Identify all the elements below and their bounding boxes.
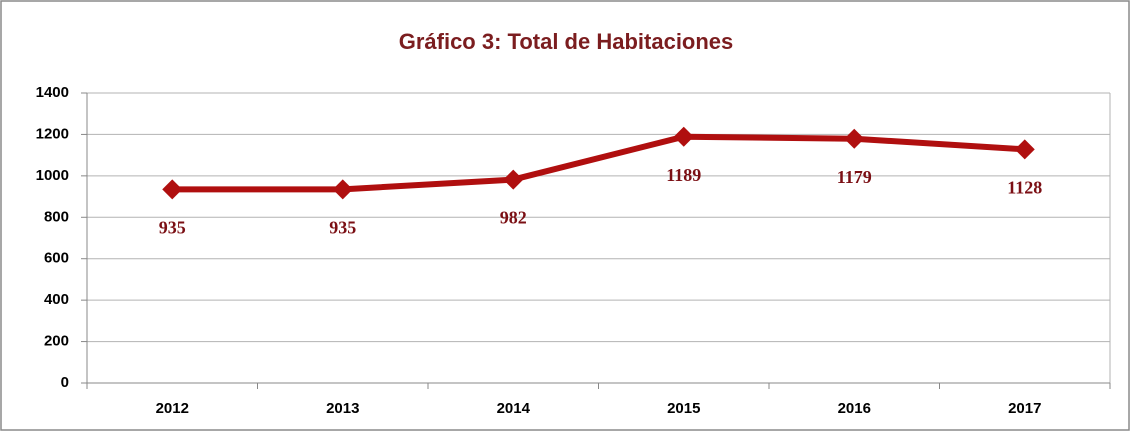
y-tick-label: 200 xyxy=(44,333,69,350)
y-tick-label: 800 xyxy=(44,208,69,225)
point-marker xyxy=(844,128,865,149)
point-marker xyxy=(162,179,183,200)
y-tick-label: 600 xyxy=(44,250,69,267)
point-marker xyxy=(503,169,524,190)
line-series xyxy=(172,133,1025,193)
y-tick-label: 1200 xyxy=(36,125,69,142)
data-label: 1189 xyxy=(666,165,701,185)
y-tick-label: 0 xyxy=(61,374,69,391)
x-tick-label: 2016 xyxy=(838,400,871,417)
x-tick-label: 2014 xyxy=(497,400,531,417)
x-tick-label: 2012 xyxy=(156,400,189,417)
point-marker xyxy=(1014,139,1035,160)
x-tick-label: 2017 xyxy=(1008,400,1041,417)
point-marker xyxy=(673,126,694,147)
data-label: 982 xyxy=(500,208,527,228)
data-label: 1128 xyxy=(1007,177,1042,197)
data-label: 1179 xyxy=(837,167,872,187)
x-tick-label: 2015 xyxy=(667,400,700,417)
data-label: 935 xyxy=(329,217,356,237)
x-tick-label: 2013 xyxy=(326,400,359,417)
chart-title: Gráfico 3: Total de Habitaciones xyxy=(399,29,734,54)
y-tick-label: 400 xyxy=(44,291,69,308)
y-tick-label: 1000 xyxy=(36,167,69,184)
point-marker xyxy=(332,179,353,200)
data-label: 935 xyxy=(159,217,186,237)
y-tick-label: 1400 xyxy=(36,84,69,101)
